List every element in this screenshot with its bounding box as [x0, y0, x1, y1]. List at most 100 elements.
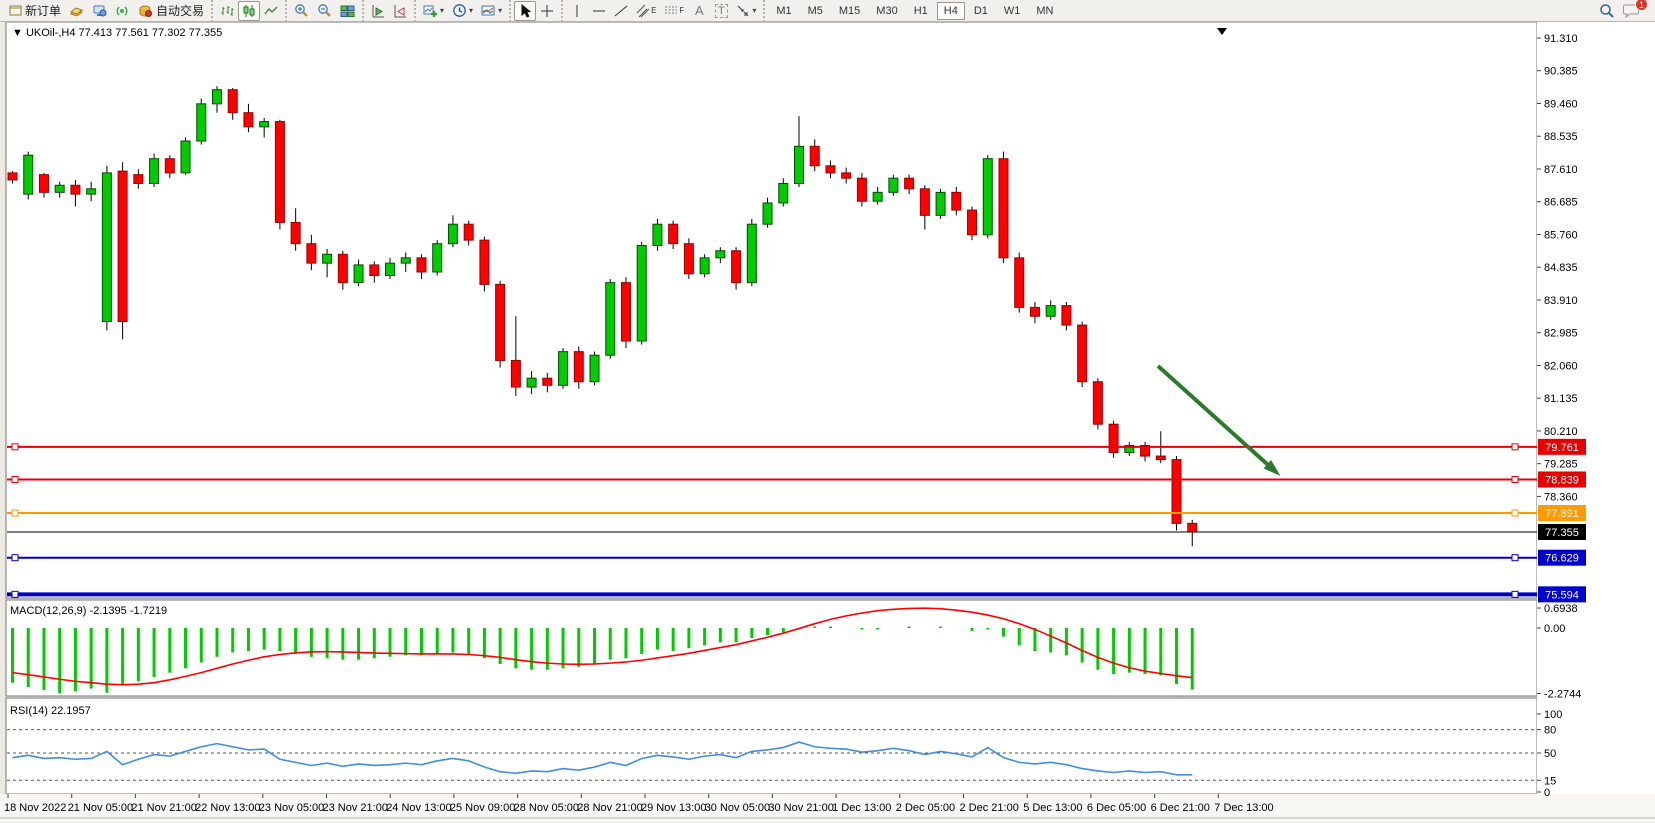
candle: [337, 253, 348, 284]
price-badge: [1538, 586, 1586, 603]
bar-chart-button[interactable]: [216, 1, 238, 21]
candle: [400, 257, 411, 264]
candle: [259, 121, 270, 128]
price-badge-label: 75.594: [1545, 589, 1579, 601]
line-chart-button[interactable]: [260, 1, 282, 21]
crosshair-button[interactable]: [536, 1, 558, 21]
price-tick-label: 86.685: [1544, 197, 1578, 209]
rsi-tick-label: 15: [1544, 775, 1556, 787]
timeframe-M1[interactable]: M1: [776, 4, 792, 17]
indicators-button[interactable]: ▾: [419, 1, 448, 21]
rsi-tick-label: 50: [1544, 748, 1556, 760]
hline-handle-right[interactable]: [1511, 590, 1519, 598]
macd-tick-label: 0.6938: [1544, 603, 1578, 615]
horizontal-line-button[interactable]: [588, 1, 610, 21]
timeframe-M30[interactable]: M30: [876, 4, 898, 17]
time-tick-label: 28 Nov 21:00: [577, 802, 642, 814]
hline-handle-right[interactable]: [1511, 443, 1519, 451]
line-chart-icon: [264, 6, 278, 14]
add-indicator-icon: [423, 5, 438, 17]
candle: [935, 191, 946, 216]
cursor-button[interactable]: [514, 0, 537, 21]
chat-button[interactable]: 1: [1619, 0, 1648, 21]
periods-button[interactable]: ▾: [448, 1, 477, 21]
macd-tick-label: -2.2744: [1544, 689, 1581, 701]
zoom-in-button[interactable]: [290, 1, 313, 21]
time-tick-label: 18 Nov 2022: [4, 802, 66, 814]
timeframe-W1[interactable]: W1: [1003, 4, 1021, 17]
time-axis-background: [0, 794, 1655, 822]
candle: [731, 250, 742, 284]
market-watch-button[interactable]: [65, 1, 88, 21]
timeframe-M15[interactable]: M15: [838, 4, 861, 17]
text-icon: A: [694, 3, 704, 18]
trend-arrow-line[interactable]: [1156, 364, 1278, 474]
tile-windows-button[interactable]: [336, 1, 359, 21]
price-badge-label: 76.629: [1545, 553, 1579, 565]
price-badge: [1538, 524, 1586, 541]
auto-trading-button[interactable]: 自动交易: [134, 1, 208, 21]
arrows-icon: [737, 5, 749, 16]
zoom-out-button[interactable]: [313, 1, 336, 21]
fibonacci-button[interactable]: F: [660, 1, 688, 21]
candlestick-chart-button[interactable]: [238, 0, 261, 21]
fibonacci-label: F: [679, 6, 685, 15]
vertical-line-icon: [576, 4, 578, 17]
candle: [86, 188, 97, 195]
timeframe-MN[interactable]: MN: [1036, 4, 1054, 17]
chart-shift-button[interactable]: [389, 1, 411, 21]
signals-button[interactable]: [111, 1, 134, 21]
time-tick-label: 6 Dec 21:00: [1151, 802, 1210, 814]
equidistant-channel-button[interactable]: E: [632, 1, 660, 21]
hline-handle-left[interactable]: [11, 509, 19, 517]
chart-canvas[interactable]: 91.310 90.385 89.460 88.535 87.610 86.685 85.7…: [0, 22, 1655, 822]
trendline-button[interactable]: [610, 1, 632, 21]
candle: [1171, 459, 1182, 524]
hline-handle-right[interactable]: [1511, 475, 1519, 483]
timeframe-M5[interactable]: M5: [807, 4, 823, 17]
hline-handle-left[interactable]: [11, 443, 19, 451]
candle: [54, 184, 65, 193]
text-button[interactable]: A: [688, 1, 710, 21]
search-button[interactable]: [1595, 1, 1619, 21]
hline-handle-left[interactable]: [11, 554, 19, 562]
timeframe-D1[interactable]: D1: [973, 4, 988, 17]
candle: [7, 172, 18, 181]
hline-handle-left[interactable]: [11, 475, 19, 483]
text-label-button[interactable]: T: [710, 1, 732, 21]
arrows-button[interactable]: ▾: [732, 1, 760, 21]
price-tick-label: 89.460: [1544, 98, 1578, 110]
candle: [227, 89, 238, 114]
candle: [306, 243, 317, 264]
time-tick-label: 2 Dec 05:00: [896, 802, 955, 814]
book-icon: [69, 6, 84, 17]
hline-handle-right[interactable]: [1511, 509, 1519, 517]
rsi-panel: [5, 697, 1538, 795]
price-tick-label: 90.385: [1544, 66, 1578, 78]
timeframe-H4[interactable]: H4: [936, 1, 965, 20]
auto-scroll-button[interactable]: [367, 1, 389, 21]
price-badge: [1538, 471, 1586, 488]
hline-handle-left[interactable]: [11, 590, 19, 598]
chart-end-marker: [1217, 28, 1227, 35]
price-tick-label: 87.610: [1544, 164, 1578, 176]
candle: [23, 154, 34, 195]
cursor-icon: [521, 3, 531, 18]
timeframe-H1[interactable]: H1: [913, 4, 928, 17]
macd-signal-line: [12, 607, 1193, 686]
candle: [479, 239, 490, 285]
candle: [432, 243, 443, 273]
price-tick-label: 81.135: [1544, 393, 1578, 405]
candle: [353, 264, 364, 284]
hline-handle-right[interactable]: [1511, 554, 1519, 562]
candle: [605, 282, 616, 356]
timeframe-group: M1 M5 M15 M30 H1 H4 D1 W1 MN: [763, 0, 1064, 22]
candle: [1061, 305, 1072, 326]
candle: [951, 191, 962, 211]
candle: [1077, 324, 1088, 383]
terminal-button[interactable]: [88, 1, 111, 21]
vertical-line-button[interactable]: [566, 1, 588, 21]
templates-button[interactable]: ▾: [477, 1, 506, 21]
trend-arrow-head[interactable]: [1263, 459, 1281, 477]
new-order-button[interactable]: 新订单: [5, 1, 65, 21]
